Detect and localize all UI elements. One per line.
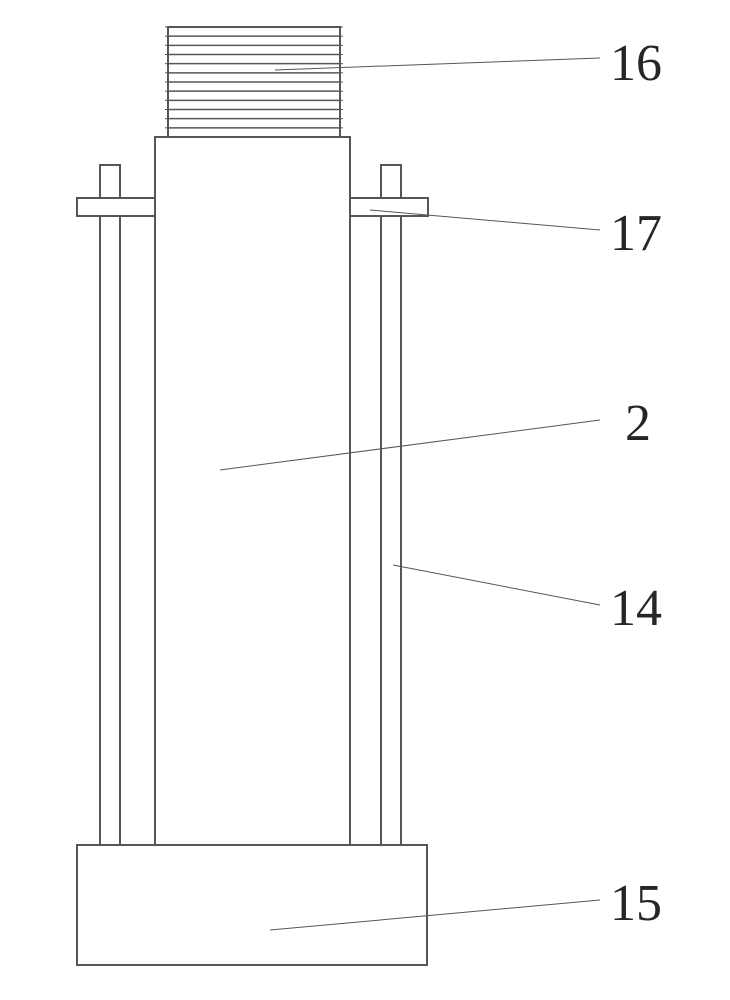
left-peg [77, 198, 155, 216]
label-15: 15 [610, 875, 662, 932]
right-guide-rail [381, 165, 401, 845]
label-16: 16 [610, 35, 662, 92]
label-17: 17 [610, 205, 662, 262]
leader-line-14 [393, 565, 600, 605]
threaded-top [165, 27, 343, 137]
base-block [77, 845, 427, 965]
central-column [155, 137, 350, 845]
label-2: 2 [625, 395, 651, 452]
label-14: 14 [610, 580, 662, 637]
right-peg [350, 198, 428, 216]
left-guide-rail [100, 165, 120, 845]
leader-line-17 [370, 210, 600, 230]
leader-line-15 [270, 900, 600, 930]
technical-diagram: 16 17 2 14 15 [0, 0, 730, 1000]
